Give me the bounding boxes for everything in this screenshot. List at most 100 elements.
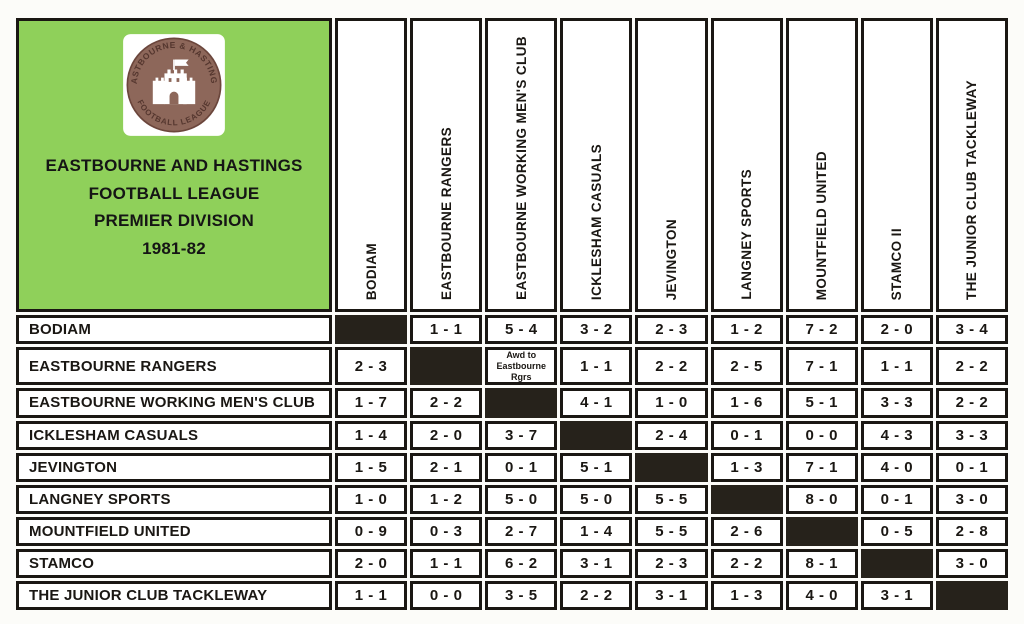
score-cell: 3 - 3 bbox=[935, 420, 1008, 450]
score-cell: 0 - 1 bbox=[860, 484, 933, 514]
score-cell: 1 - 1 bbox=[335, 580, 408, 610]
title-line-4: 1981-82 bbox=[142, 238, 206, 258]
title-panel: EASTBOURNE & HASTINGS FOOTBALL LEAGUE EA… bbox=[16, 18, 332, 312]
column-header-label: STAMCO II bbox=[889, 227, 905, 300]
team-row-label: EASTBOURNE WORKING MEN'S CLUB bbox=[16, 388, 332, 418]
title-line-2: FOOTBALL LEAGUE bbox=[88, 183, 260, 203]
score-cell: 4 - 1 bbox=[560, 388, 633, 418]
score-cell: 3 - 3 bbox=[860, 388, 933, 418]
score-cell: 7 - 1 bbox=[785, 452, 858, 482]
score-cell: 1 - 0 bbox=[635, 388, 708, 418]
team-row-label: STAMCO bbox=[16, 548, 332, 578]
score-cell: 1 - 5 bbox=[335, 452, 408, 482]
diagonal-cell bbox=[335, 315, 408, 345]
column-header: EASTBOURNE WORKING MEN'S CLUB bbox=[485, 18, 558, 312]
league-title: EASTBOURNE AND HASTINGS FOOTBALL LEAGUE … bbox=[45, 152, 302, 262]
score-cell: 0 - 3 bbox=[410, 516, 483, 546]
diagonal-cell bbox=[710, 484, 783, 514]
score-cell: 0 - 1 bbox=[485, 452, 558, 482]
score-cell: 7 - 1 bbox=[785, 347, 858, 386]
score-cell: 5 - 0 bbox=[560, 484, 633, 514]
score-cell: 2 - 2 bbox=[635, 347, 708, 386]
score-cell: 2 - 0 bbox=[860, 315, 933, 345]
score-cell: 1 - 1 bbox=[410, 548, 483, 578]
team-row-label: LANGNEY SPORTS bbox=[16, 484, 332, 514]
team-row-label: MOUNTFIELD UNITED bbox=[16, 516, 332, 546]
column-header-label: LANGNEY SPORTS bbox=[739, 169, 755, 300]
score-cell: 6 - 2 bbox=[485, 548, 558, 578]
score-cell: 5 - 5 bbox=[635, 516, 708, 546]
column-header: EASTBOURNE RANGERS bbox=[410, 18, 483, 312]
score-cell: 1 - 2 bbox=[410, 484, 483, 514]
score-cell: 5 - 4 bbox=[485, 315, 558, 345]
score-cell: 5 - 1 bbox=[785, 388, 858, 418]
score-cell: 2 - 8 bbox=[935, 516, 1008, 546]
score-cell: 2 - 2 bbox=[410, 388, 483, 418]
score-cell: 2 - 2 bbox=[710, 548, 783, 578]
column-header-label: EASTBOURNE RANGERS bbox=[438, 127, 454, 300]
score-cell: 5 - 5 bbox=[635, 484, 708, 514]
score-cell: 0 - 0 bbox=[410, 580, 483, 610]
diagonal-cell bbox=[410, 347, 483, 386]
score-cell: 3 - 5 bbox=[485, 580, 558, 610]
column-header: ICKLESHAM CASUALS bbox=[560, 18, 633, 312]
diagonal-cell bbox=[785, 516, 858, 546]
score-cell: 1 - 1 bbox=[860, 347, 933, 386]
diagonal-cell bbox=[560, 420, 633, 450]
league-crest-icon: EASTBOURNE & HASTINGS FOOTBALL LEAGUE bbox=[118, 26, 225, 136]
score-cell: 3 - 4 bbox=[935, 315, 1008, 345]
score-cell: 1 - 2 bbox=[710, 315, 783, 345]
score-cell: 4 - 0 bbox=[860, 452, 933, 482]
score-cell: 2 - 4 bbox=[635, 420, 708, 450]
score-cell: 2 - 3 bbox=[635, 548, 708, 578]
score-cell: 1 - 4 bbox=[335, 420, 408, 450]
column-header: MOUNTFIELD UNITED bbox=[785, 18, 858, 312]
score-cell: 1 - 3 bbox=[710, 580, 783, 610]
score-cell: 2 - 5 bbox=[710, 347, 783, 386]
score-cell: 0 - 0 bbox=[785, 420, 858, 450]
score-cell: 1 - 4 bbox=[560, 516, 633, 546]
score-cell: 7 - 2 bbox=[785, 315, 858, 345]
team-row-label: JEVINGTON bbox=[16, 452, 332, 482]
column-header: THE JUNIOR CLUB TACKLEWAY bbox=[935, 18, 1008, 312]
column-header-label: EASTBOURNE WORKING MEN'S CLUB bbox=[513, 36, 529, 300]
score-cell: 2 - 6 bbox=[710, 516, 783, 546]
score-cell: 2 - 3 bbox=[635, 315, 708, 345]
score-cell: 8 - 0 bbox=[785, 484, 858, 514]
score-cell: 3 - 2 bbox=[560, 315, 633, 345]
score-cell: 2 - 2 bbox=[560, 580, 633, 610]
column-header-label: THE JUNIOR CLUB TACKLEWAY bbox=[964, 79, 980, 300]
score-cell: 2 - 1 bbox=[410, 452, 483, 482]
team-row-label: EASTBOURNE RANGERS bbox=[16, 347, 332, 386]
column-header: BODIAM bbox=[335, 18, 408, 312]
team-row-label: ICKLESHAM CASUALS bbox=[16, 420, 332, 450]
score-cell: 2 - 7 bbox=[485, 516, 558, 546]
title-line-1: EASTBOURNE AND HASTINGS bbox=[45, 156, 303, 175]
title-line-3: PREMIER DIVISION bbox=[93, 211, 254, 231]
score-cell: 1 - 0 bbox=[335, 484, 408, 514]
score-cell: 5 - 1 bbox=[560, 452, 633, 482]
score-cell: 1 - 6 bbox=[710, 388, 783, 418]
league-logo: EASTBOURNE & HASTINGS FOOTBALL LEAGUE bbox=[118, 26, 227, 141]
score-cell: 3 - 1 bbox=[560, 548, 633, 578]
column-header: LANGNEY SPORTS bbox=[710, 18, 783, 312]
score-cell: 3 - 7 bbox=[485, 420, 558, 450]
score-cell: 2 - 2 bbox=[935, 347, 1008, 386]
score-cell: 1 - 1 bbox=[410, 315, 483, 345]
awarded-note-cell: Awd to Eastbourne Rgrs bbox=[485, 347, 558, 386]
diagonal-cell bbox=[860, 548, 933, 578]
column-header-label: BODIAM bbox=[363, 242, 379, 300]
score-cell: 4 - 3 bbox=[860, 420, 933, 450]
column-header: STAMCO II bbox=[860, 18, 933, 312]
score-cell: 5 - 0 bbox=[485, 484, 558, 514]
score-cell: 0 - 1 bbox=[935, 452, 1008, 482]
score-cell: 2 - 0 bbox=[410, 420, 483, 450]
diagonal-cell bbox=[635, 452, 708, 482]
score-cell: 8 - 1 bbox=[785, 548, 858, 578]
column-header-label: MOUNTFIELD UNITED bbox=[814, 150, 830, 300]
diagonal-cell bbox=[485, 388, 558, 418]
score-cell: 1 - 1 bbox=[560, 347, 633, 386]
score-cell: 3 - 0 bbox=[935, 484, 1008, 514]
score-cell: 0 - 9 bbox=[335, 516, 408, 546]
